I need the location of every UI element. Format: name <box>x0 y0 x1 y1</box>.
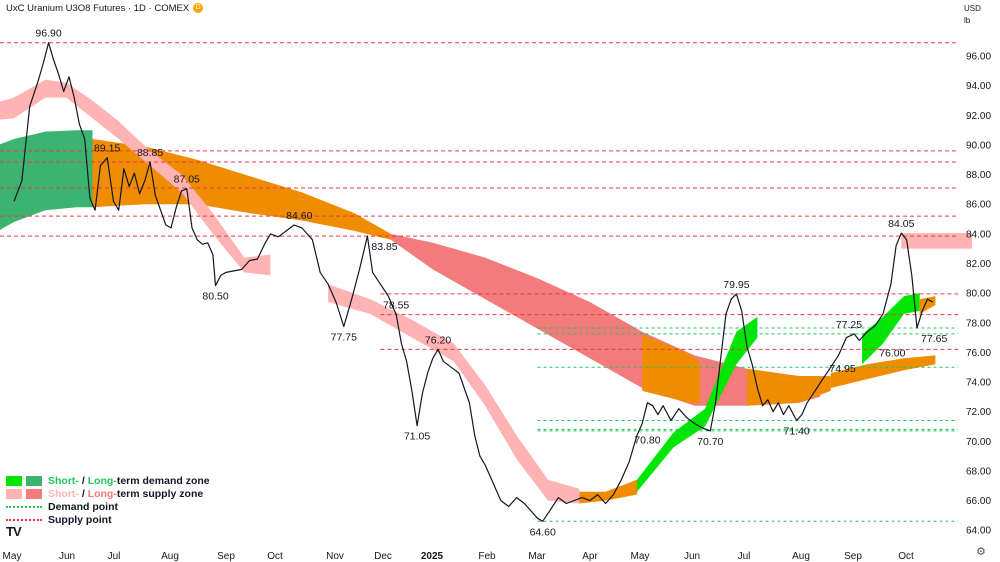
legend-supply-point-label: Supply point <box>48 514 112 527</box>
legend-short-demand-prefix: Short- <box>48 474 79 487</box>
long-demand-zone <box>0 130 93 230</box>
long-orange-zone-3 <box>746 368 831 406</box>
x-tick-label: Jul <box>108 551 121 562</box>
legend-demand-point-label: Demand point <box>48 500 118 513</box>
short-supply-zone-2 <box>328 284 580 504</box>
y-tick-label: 84.00 <box>966 229 991 240</box>
currency-unit: USD <box>964 4 981 13</box>
x-tick-label: Sep <box>217 551 235 562</box>
legend-short-supply-prefix: Short- <box>48 487 79 500</box>
x-tick-label: Sep <box>844 551 862 562</box>
price-label: 88.85 <box>137 147 163 159</box>
legend-demand-suffix: term demand zone <box>116 474 210 487</box>
long-supply-zone <box>390 233 821 406</box>
y-tick-label: 90.00 <box>966 140 991 151</box>
x-tick-label: May <box>3 551 22 562</box>
x-tick-label: Jun <box>684 551 700 562</box>
legend-supply-suffix: term supply zone <box>116 487 204 500</box>
long-supply-swatch <box>26 488 42 499</box>
legend-supply-point: Supply point <box>6 514 210 527</box>
x-tick-label: Jul <box>738 551 751 562</box>
x-tick-label: 2025 <box>421 551 444 562</box>
legend-long-supply-mid: Long- <box>87 487 117 500</box>
y-tick-label: 78.00 <box>966 318 991 329</box>
short-supply-zone-1 <box>0 79 271 276</box>
price-label: 84.60 <box>286 210 312 222</box>
price-label: 83.85 <box>371 241 397 253</box>
x-tick-label: Oct <box>898 551 914 562</box>
x-tick-label: Jun <box>59 551 75 562</box>
price-label: 87.05 <box>174 174 200 186</box>
x-tick-label: Oct <box>267 551 283 562</box>
settings-gear-icon[interactable]: ⚙ <box>976 546 986 558</box>
y-tick-label: 94.00 <box>966 81 991 92</box>
x-tick-label: Apr <box>582 551 598 562</box>
price-label: 78.55 <box>383 300 409 312</box>
price-label: 70.70 <box>697 436 723 448</box>
x-tick-label: Feb <box>478 551 496 562</box>
short-demand-zone-1 <box>637 316 758 492</box>
price-line <box>13 42 933 522</box>
price-label: 96.90 <box>35 28 61 40</box>
y-tick-label: 88.00 <box>966 170 991 181</box>
price-label: 77.25 <box>836 319 862 331</box>
quantity-unit: lb <box>964 16 971 25</box>
legend-separator: / <box>78 474 88 487</box>
y-tick-label: 70.00 <box>966 437 991 448</box>
price-label: 80.50 <box>202 291 228 303</box>
short-supply-swatch <box>6 488 22 499</box>
price-label: 77.65 <box>921 333 947 345</box>
legend-supply-zone: Short- / Long-term supply zone <box>6 487 210 500</box>
price-label: 79.95 <box>723 279 749 291</box>
supply-point-swatch <box>6 519 42 522</box>
y-tick-label: 92.00 <box>966 111 991 122</box>
y-tick-label: 76.00 <box>966 348 991 359</box>
y-tick-label: 86.00 <box>966 200 991 211</box>
y-tick-label: 96.00 <box>966 52 991 63</box>
price-label: 71.40 <box>783 426 809 438</box>
demand-point-swatch <box>6 505 42 508</box>
price-label: 64.60 <box>530 526 556 538</box>
chart-title-text: UxC Uranium U3O8 Futures · 1D · COMEX <box>6 3 190 14</box>
x-tick-label: May <box>631 551 650 562</box>
y-tick-label: 74.00 <box>966 378 991 389</box>
short-orange-zone-end <box>919 296 936 314</box>
y-tick-label: 72.00 <box>966 407 991 418</box>
legend-long-demand-mid: Long- <box>87 474 117 487</box>
x-tick-label: Nov <box>326 551 344 562</box>
x-tick-label: Aug <box>161 551 179 562</box>
long-orange-zone-2 <box>642 334 700 403</box>
y-tick-label: 68.00 <box>966 466 991 477</box>
price-label: 84.05 <box>888 218 914 230</box>
price-label: 74.95 <box>829 363 855 375</box>
supply-box-84 <box>901 233 972 249</box>
short-demand-swatch <box>6 475 22 486</box>
price-label: 76.20 <box>425 334 451 346</box>
long-orange-zone-4 <box>830 355 936 388</box>
y-tick-label: 82.00 <box>966 259 991 270</box>
y-tick-label: 80.00 <box>966 289 991 300</box>
delayed-data-icon: D <box>193 3 204 14</box>
price-label: 89.15 <box>94 143 120 155</box>
y-tick-label: 64.00 <box>966 526 991 537</box>
price-label: 76.00 <box>879 347 905 359</box>
price-label: 77.75 <box>331 331 357 343</box>
legend-demand-point: Demand point <box>6 500 210 513</box>
legend-separator: / <box>78 487 88 500</box>
long-demand-swatch <box>26 475 42 486</box>
price-label: 70.80 <box>634 434 660 446</box>
chart-legend: Short- / Long-term demand zone Short- / … <box>6 474 210 527</box>
x-tick-label: Aug <box>792 551 810 562</box>
tradingview-logo[interactable]: TV <box>6 524 22 539</box>
price-label: 71.05 <box>404 431 430 443</box>
x-tick-label: Mar <box>528 551 546 562</box>
y-tick-label: 66.00 <box>966 496 991 507</box>
chart-title: UxC Uranium U3O8 Futures · 1D · COMEX D <box>6 3 204 14</box>
short-demand-zone-2 <box>862 293 920 365</box>
legend-demand-zone: Short- / Long-term demand zone <box>6 474 210 487</box>
x-tick-label: Dec <box>374 551 392 562</box>
